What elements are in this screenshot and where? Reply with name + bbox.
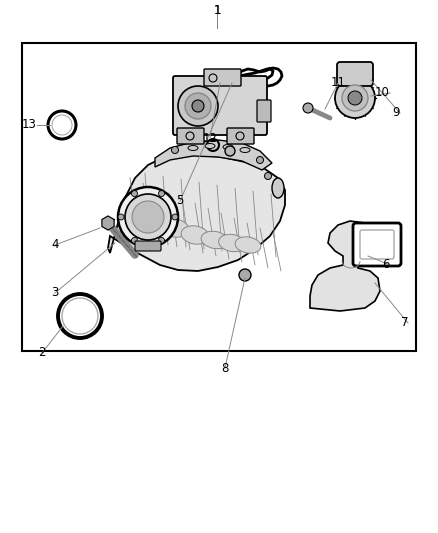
Polygon shape <box>310 221 380 311</box>
Circle shape <box>239 269 251 281</box>
Ellipse shape <box>201 231 229 249</box>
FancyBboxPatch shape <box>173 76 267 135</box>
Circle shape <box>131 191 138 197</box>
Circle shape <box>159 191 165 197</box>
Ellipse shape <box>205 143 215 149</box>
Text: 2: 2 <box>38 346 46 359</box>
FancyBboxPatch shape <box>177 128 204 144</box>
Circle shape <box>192 100 204 112</box>
Text: 8: 8 <box>221 361 229 375</box>
Ellipse shape <box>219 235 245 252</box>
Text: 9: 9 <box>392 107 400 119</box>
Circle shape <box>265 173 272 180</box>
Polygon shape <box>155 140 272 170</box>
Text: 7: 7 <box>400 317 408 329</box>
FancyBboxPatch shape <box>204 69 241 86</box>
Text: 4: 4 <box>51 238 59 252</box>
Circle shape <box>303 103 313 113</box>
FancyBboxPatch shape <box>360 230 394 259</box>
Circle shape <box>172 214 178 220</box>
Circle shape <box>348 91 362 105</box>
Circle shape <box>125 194 171 240</box>
Text: 1: 1 <box>213 4 221 17</box>
Circle shape <box>185 93 211 119</box>
Circle shape <box>225 146 235 156</box>
Text: 11: 11 <box>331 77 346 90</box>
Ellipse shape <box>181 226 209 244</box>
Circle shape <box>159 237 165 244</box>
Ellipse shape <box>235 237 261 253</box>
Ellipse shape <box>188 146 198 150</box>
FancyBboxPatch shape <box>257 100 271 122</box>
Circle shape <box>132 201 164 233</box>
Bar <box>22 43 416 351</box>
Circle shape <box>257 157 264 164</box>
Polygon shape <box>108 155 285 271</box>
Text: 6: 6 <box>382 259 390 271</box>
FancyBboxPatch shape <box>227 128 254 144</box>
Circle shape <box>118 187 178 247</box>
Text: 1: 1 <box>213 4 221 17</box>
FancyBboxPatch shape <box>135 241 161 251</box>
Circle shape <box>335 78 375 118</box>
Circle shape <box>172 147 179 154</box>
FancyBboxPatch shape <box>353 223 401 266</box>
Circle shape <box>342 85 368 111</box>
Text: 5: 5 <box>177 195 184 207</box>
Text: 13: 13 <box>22 118 37 132</box>
Circle shape <box>118 214 124 220</box>
Ellipse shape <box>223 144 233 149</box>
Text: 12: 12 <box>202 132 218 144</box>
Polygon shape <box>102 216 114 230</box>
Ellipse shape <box>272 178 284 198</box>
Ellipse shape <box>161 219 189 237</box>
Circle shape <box>131 237 138 244</box>
FancyBboxPatch shape <box>337 62 373 86</box>
Circle shape <box>178 86 218 126</box>
Text: 3: 3 <box>51 287 59 300</box>
Ellipse shape <box>240 148 250 152</box>
Text: 10: 10 <box>375 86 390 100</box>
